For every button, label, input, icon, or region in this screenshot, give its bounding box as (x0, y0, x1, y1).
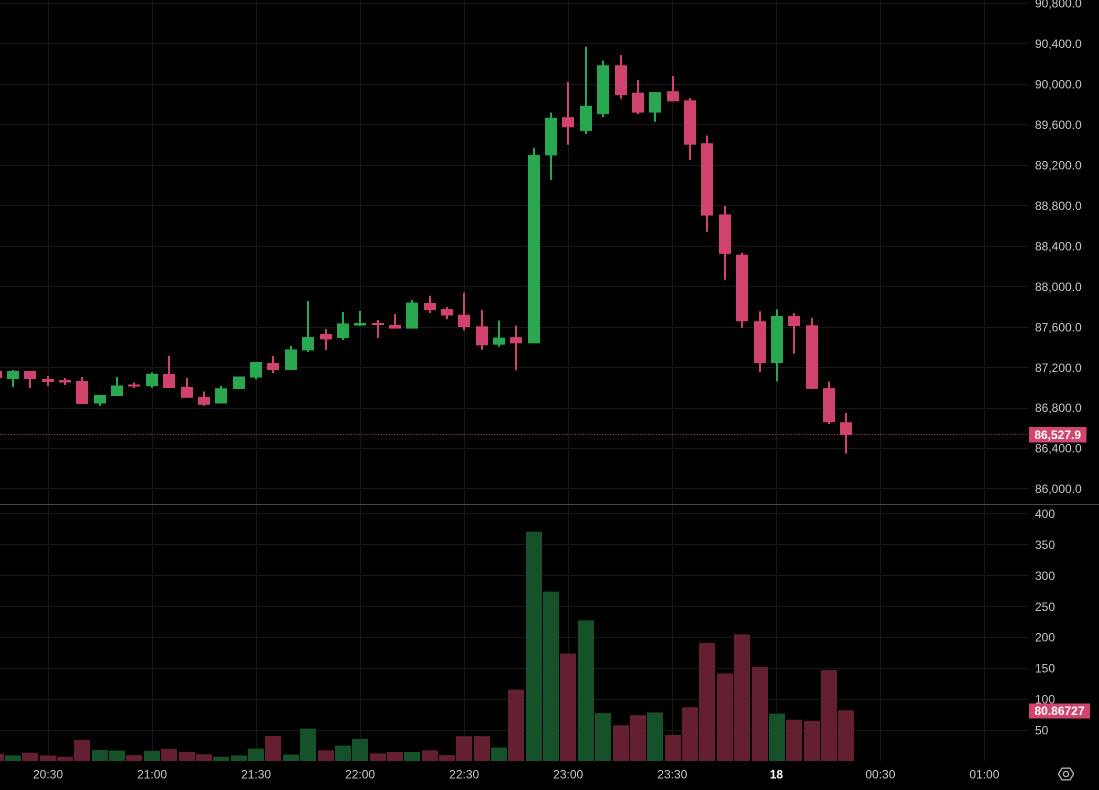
svg-text:88,000.0: 88,000.0 (1035, 280, 1082, 294)
svg-text:250: 250 (1035, 600, 1055, 614)
svg-text:86,000.0: 86,000.0 (1035, 482, 1082, 496)
svg-text:90,800.0: 90,800.0 (1035, 0, 1082, 11)
svg-text:350: 350 (1035, 538, 1055, 552)
svg-text:86,527.9: 86,527.9 (1034, 428, 1081, 442)
svg-text:80.86727: 80.86727 (1034, 704, 1084, 718)
svg-text:90,000.0: 90,000.0 (1035, 78, 1082, 92)
svg-text:86,400.0: 86,400.0 (1035, 442, 1082, 456)
svg-text:01:00: 01:00 (969, 768, 999, 782)
svg-text:88,400.0: 88,400.0 (1035, 239, 1082, 253)
svg-text:50: 50 (1035, 723, 1049, 737)
svg-text:22:30: 22:30 (449, 768, 479, 782)
svg-text:21:00: 21:00 (137, 768, 167, 782)
svg-text:89,200.0: 89,200.0 (1035, 159, 1082, 173)
svg-text:00:30: 00:30 (865, 768, 895, 782)
svg-text:21:30: 21:30 (241, 768, 271, 782)
svg-text:23:00: 23:00 (553, 768, 583, 782)
svg-text:150: 150 (1035, 662, 1055, 676)
svg-text:100: 100 (1035, 692, 1055, 706)
svg-text:87,600.0: 87,600.0 (1035, 320, 1082, 334)
svg-text:400: 400 (1035, 507, 1055, 521)
svg-text:86,800.0: 86,800.0 (1035, 401, 1082, 415)
svg-text:87,200.0: 87,200.0 (1035, 361, 1082, 375)
svg-text:89,600.0: 89,600.0 (1035, 118, 1082, 132)
svg-text:200: 200 (1035, 631, 1055, 645)
svg-text:22:00: 22:00 (345, 768, 375, 782)
svg-text:20:30: 20:30 (33, 768, 63, 782)
svg-text:18: 18 (770, 768, 784, 782)
svg-text:300: 300 (1035, 569, 1055, 583)
svg-text:90,400.0: 90,400.0 (1035, 37, 1082, 51)
svg-text:88,800.0: 88,800.0 (1035, 199, 1082, 213)
svg-text:23:30: 23:30 (657, 768, 687, 782)
